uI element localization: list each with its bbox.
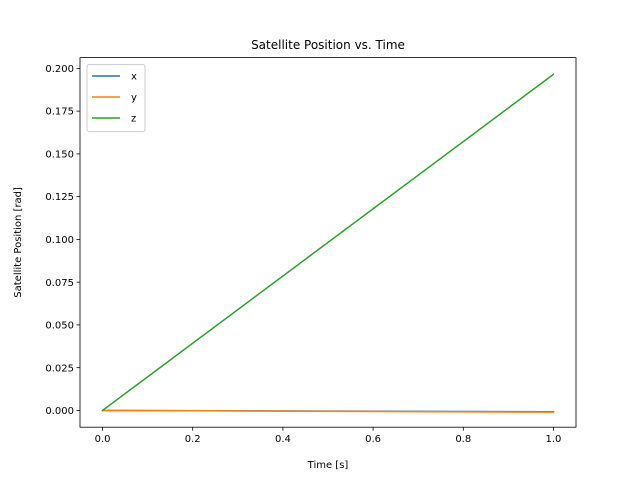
series-layer (101, 73, 555, 413)
legend-label-y: y (131, 93, 137, 104)
x-axis-ticks: 0.0 0.2 0.4 0.6 0.8 1.0 (95, 427, 562, 445)
y-tick-label: 0.050 (45, 321, 74, 332)
y-axis-label: Satellite Position [rad] (13, 187, 24, 298)
y-tick-label: 0.025 (45, 363, 74, 374)
y-tick-label: 0.125 (45, 192, 74, 203)
x-axis-label: Time [s] (307, 460, 349, 471)
x-tick-label: 0.8 (455, 434, 471, 445)
y-tick-label: 0.000 (45, 406, 74, 417)
x-tick-label: 0.2 (185, 434, 201, 445)
y-axis-ticks: 0.000 0.025 0.050 0.075 0.100 0.125 0.150 0.175… (45, 64, 80, 417)
legend: xyz (86, 64, 146, 133)
chart-title: Satellite Position vs. Time (251, 38, 405, 52)
plot-frame (79, 57, 577, 428)
x-tick-label: 0.0 (95, 434, 111, 445)
plot-area (79, 57, 577, 428)
legend-frame (86, 64, 146, 133)
series-line-y (101, 409, 555, 413)
y-tick-label: 0.150 (45, 149, 74, 160)
legend-entries: xyz (92, 72, 137, 125)
x-tick-label: 0.6 (365, 434, 381, 445)
y-tick-label: 0.100 (45, 235, 74, 246)
x-tick-label: 1.0 (546, 434, 562, 445)
series-line-z (101, 73, 555, 412)
legend-label-x: x (131, 72, 137, 83)
y-tick-label: 0.075 (45, 278, 74, 289)
x-tick-label: 0.4 (275, 434, 291, 445)
y-tick-label: 0.175 (45, 107, 74, 118)
legend-label-z: z (131, 114, 136, 125)
y-tick-label: 0.200 (45, 64, 74, 75)
